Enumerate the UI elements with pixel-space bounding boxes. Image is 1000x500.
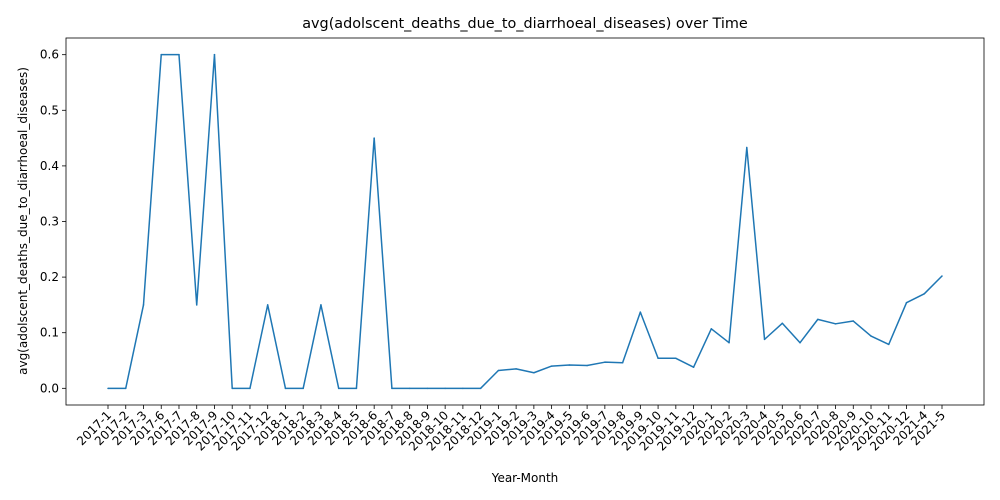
data-point xyxy=(320,304,322,306)
x-axis-title: Year-Month xyxy=(491,471,559,485)
data-point xyxy=(462,387,464,390)
data-point xyxy=(479,387,482,390)
data-point xyxy=(621,361,624,364)
data-point xyxy=(302,387,304,390)
data-point xyxy=(195,304,198,306)
y-tick-label: 0.4 xyxy=(40,159,59,173)
data-point xyxy=(728,341,730,344)
data-point xyxy=(923,293,926,295)
y-axis-title: avg(adolscent_deaths_due_to_diarrhoeal_d… xyxy=(16,67,30,375)
data-point xyxy=(834,323,837,325)
data-point xyxy=(675,357,677,360)
data-point xyxy=(550,365,553,367)
data-point xyxy=(373,137,375,139)
data-point xyxy=(426,387,429,390)
y-tick-label: 0.2 xyxy=(40,270,59,284)
y-tick-label: 0.1 xyxy=(40,326,59,340)
y-tick-label: 0.6 xyxy=(40,48,59,62)
data-point xyxy=(391,387,393,390)
y-tick-label: 0.5 xyxy=(40,103,59,117)
data-point xyxy=(692,366,695,368)
data-point xyxy=(657,357,659,360)
data-point xyxy=(941,275,943,277)
data-point xyxy=(497,369,500,372)
data-point xyxy=(231,387,233,390)
data-point xyxy=(710,328,713,330)
data-point xyxy=(604,361,606,363)
data-point xyxy=(337,387,340,390)
data-point xyxy=(888,343,890,346)
data-point xyxy=(160,53,162,56)
y-tick-label: 0.0 xyxy=(40,381,59,395)
data-point xyxy=(781,322,784,325)
data-point xyxy=(533,372,535,374)
data-point xyxy=(124,387,127,390)
data-point xyxy=(266,304,269,306)
series-group xyxy=(107,53,943,390)
data-point xyxy=(852,320,855,322)
series-line xyxy=(108,53,943,390)
data-point xyxy=(746,146,748,149)
y-tick-label: 0.3 xyxy=(40,215,59,229)
data-point xyxy=(408,387,411,390)
data-point xyxy=(178,53,180,56)
data-point xyxy=(515,368,517,370)
data-point xyxy=(249,387,251,390)
data-point xyxy=(586,364,588,367)
data-point xyxy=(444,387,446,390)
data-point xyxy=(639,311,642,313)
data-point xyxy=(905,301,908,304)
data-point xyxy=(763,338,766,341)
data-point xyxy=(142,304,145,306)
data-point xyxy=(284,387,287,390)
data-point xyxy=(870,335,872,337)
chart-title: avg(adolscent_deaths_due_to_diarrhoeal_d… xyxy=(302,16,748,32)
data-point xyxy=(799,341,801,344)
data-point xyxy=(568,364,571,366)
data-point xyxy=(107,387,109,390)
data-point xyxy=(355,387,358,390)
y-axis: 0.0 0.1 0.2 0.3 0.4 0.5 0.6 xyxy=(40,48,66,395)
data-point xyxy=(213,53,216,56)
data-point xyxy=(817,318,819,321)
